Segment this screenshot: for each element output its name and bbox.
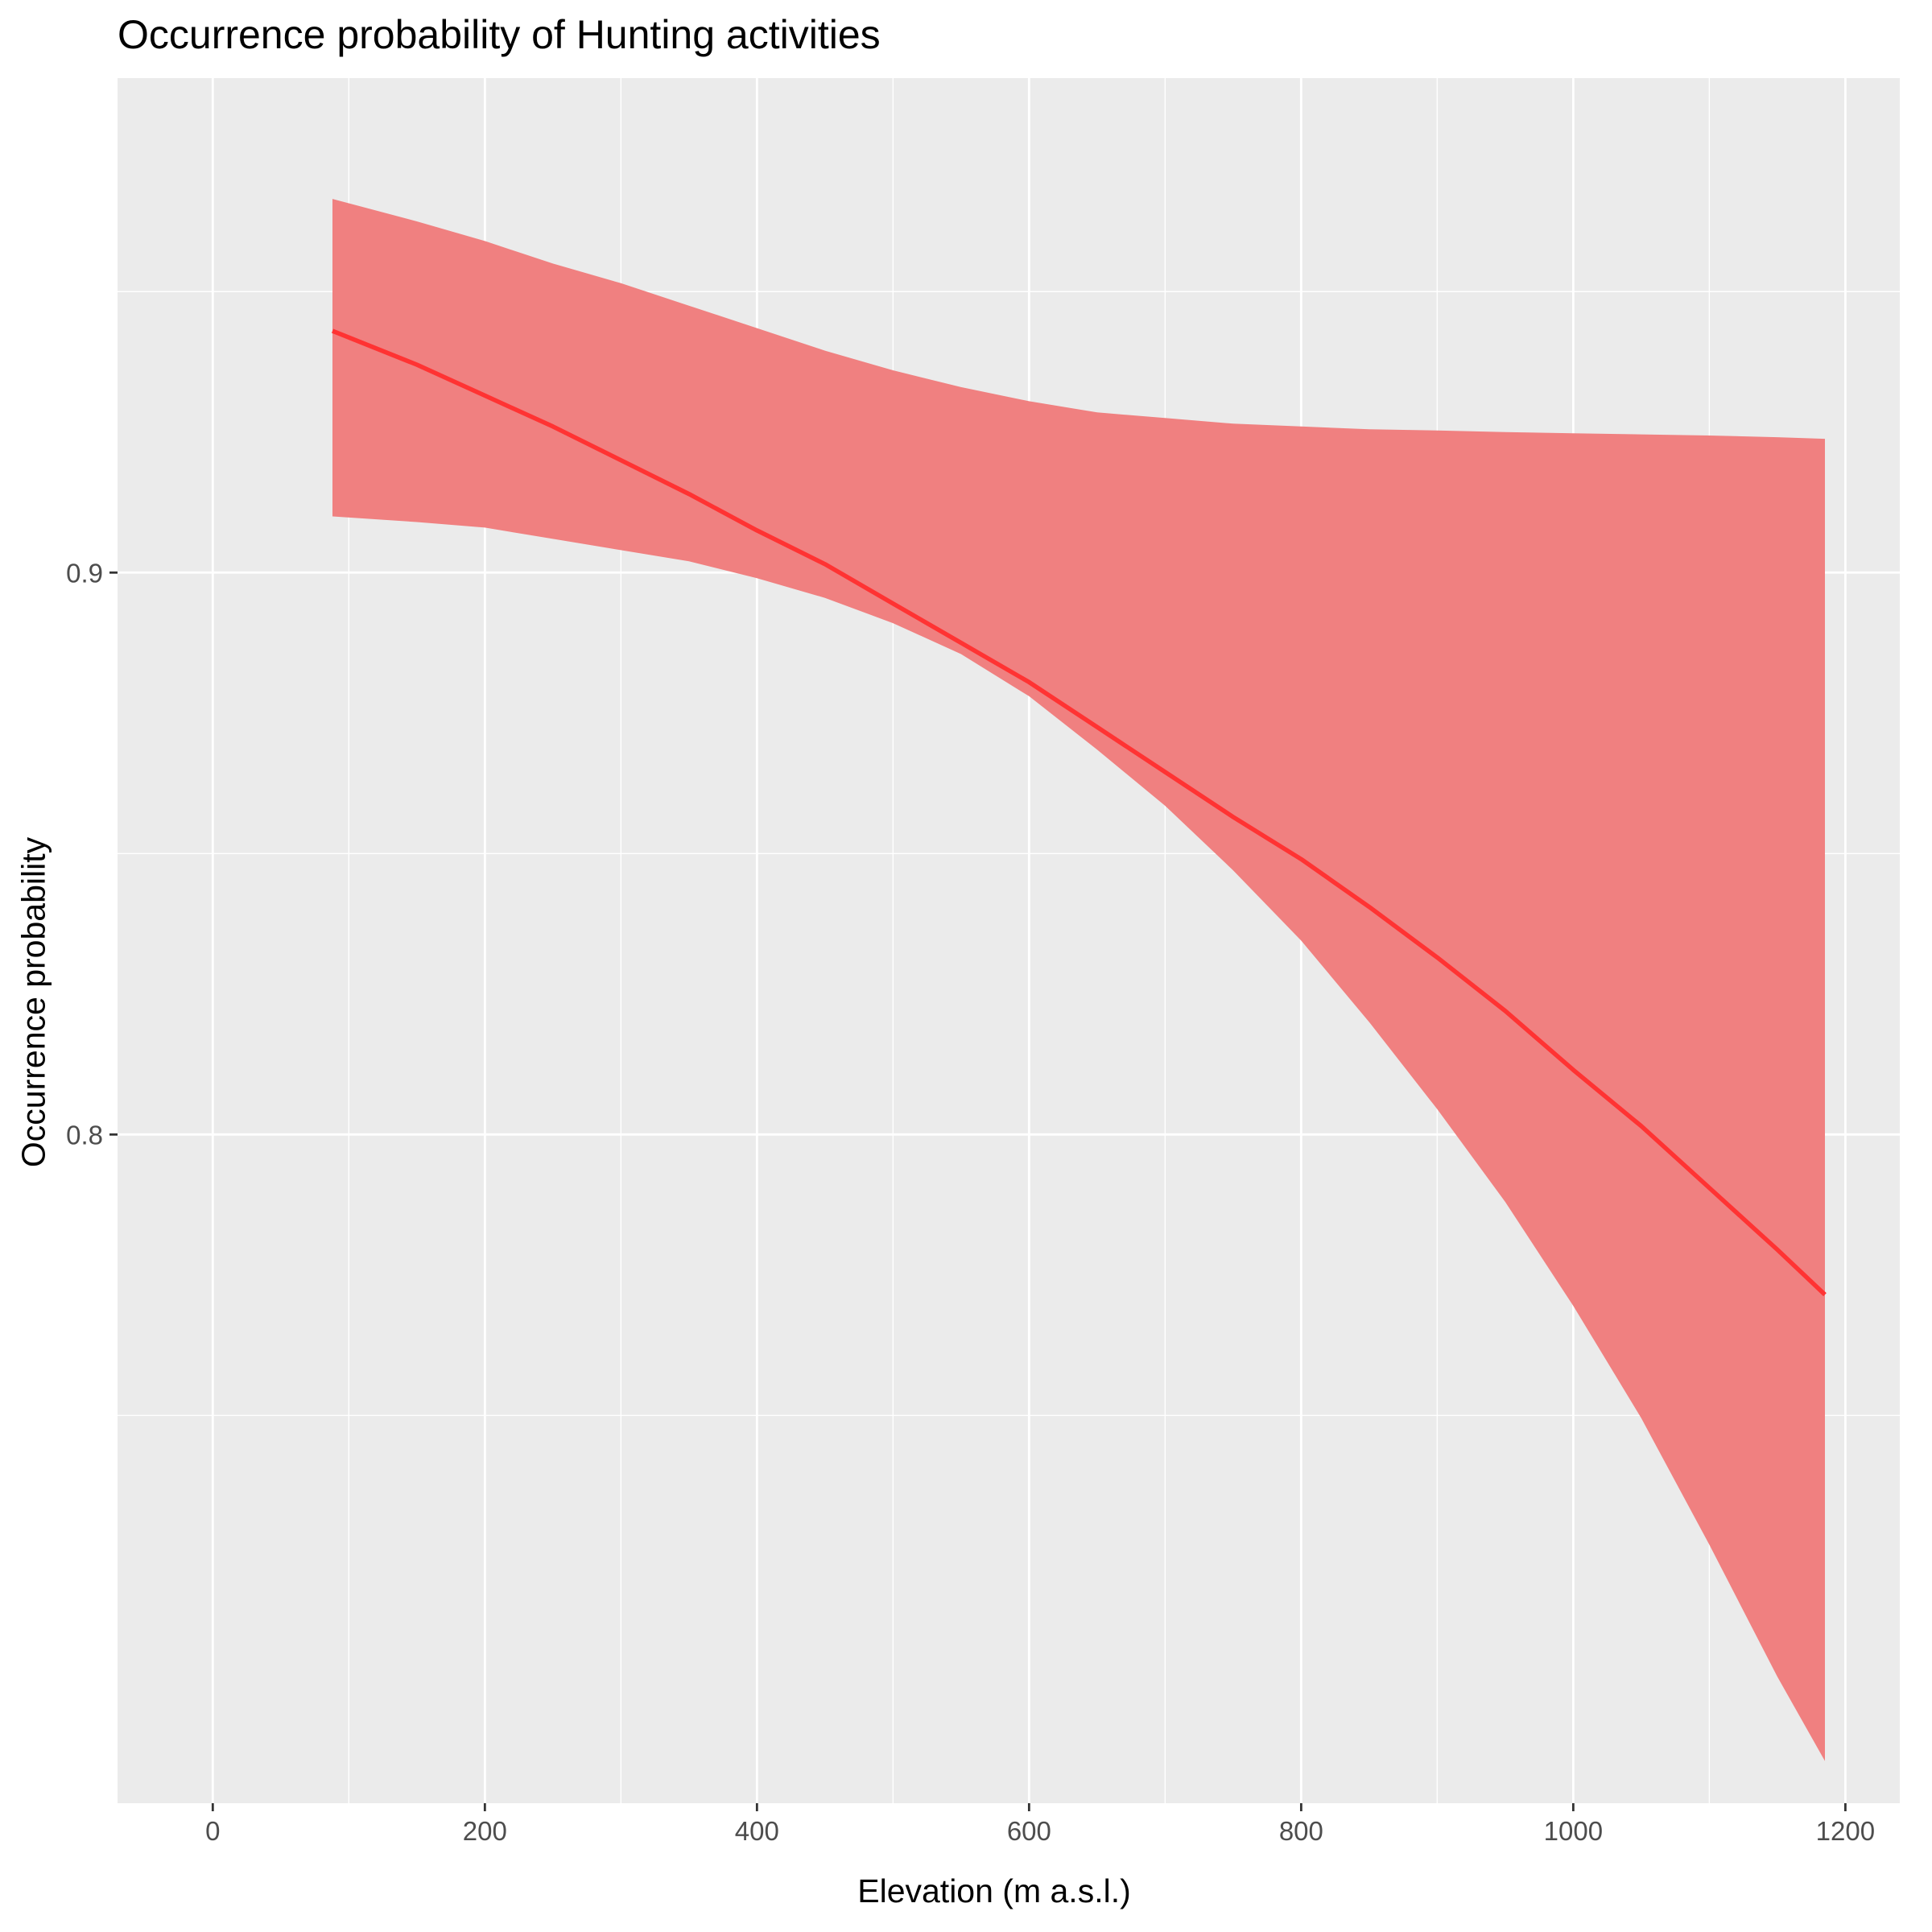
x-tick-label: 1000 — [1544, 1816, 1603, 1846]
x-axis-title: Elevation (m a.s.l.) — [857, 1872, 1131, 1909]
chart-title: Occurrence probability of Hunting activi… — [118, 12, 881, 57]
x-tick-label: 0 — [205, 1816, 220, 1846]
x-tick-label: 1200 — [1816, 1816, 1875, 1846]
x-tick-label: 800 — [1279, 1816, 1323, 1846]
y-tick-label: 0.9 — [66, 558, 103, 588]
x-axis-ticks: 0 200 400 600 800 1000 1200 — [205, 1803, 1875, 1846]
y-axis-title: Occurrence probability — [14, 836, 52, 1168]
x-tick-label: 600 — [1007, 1816, 1051, 1846]
confidence-ribbon — [332, 199, 1825, 1761]
y-tick-label: 0.8 — [66, 1120, 103, 1150]
fitted-line — [331, 328, 1827, 1297]
x-tick-label: 400 — [735, 1816, 779, 1846]
x-tick-label: 200 — [463, 1816, 507, 1846]
y-axis-ticks: 0.8 0.9 — [66, 558, 118, 1150]
